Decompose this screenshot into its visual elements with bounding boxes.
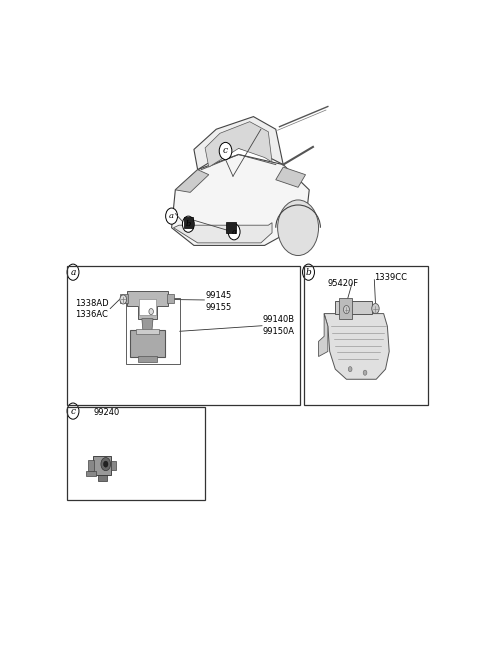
Text: 99145
99155: 99145 99155 xyxy=(205,291,231,312)
Circle shape xyxy=(120,295,127,304)
FancyBboxPatch shape xyxy=(136,329,158,334)
FancyBboxPatch shape xyxy=(98,475,107,482)
Text: a: a xyxy=(71,268,76,277)
Text: a: a xyxy=(231,228,237,236)
FancyBboxPatch shape xyxy=(183,217,193,228)
FancyBboxPatch shape xyxy=(226,222,236,233)
FancyBboxPatch shape xyxy=(86,471,96,476)
Text: b: b xyxy=(306,268,312,277)
Polygon shape xyxy=(127,291,168,319)
Circle shape xyxy=(348,367,352,372)
Text: 1339CC: 1339CC xyxy=(374,273,408,281)
Circle shape xyxy=(101,458,110,471)
FancyBboxPatch shape xyxy=(94,456,111,475)
FancyBboxPatch shape xyxy=(335,301,372,314)
Polygon shape xyxy=(276,167,305,188)
FancyBboxPatch shape xyxy=(111,461,116,470)
Text: b: b xyxy=(186,220,191,228)
FancyBboxPatch shape xyxy=(339,298,352,319)
Polygon shape xyxy=(324,314,389,379)
FancyBboxPatch shape xyxy=(139,299,156,315)
Circle shape xyxy=(67,403,79,419)
Circle shape xyxy=(104,461,108,467)
Circle shape xyxy=(372,304,379,314)
FancyBboxPatch shape xyxy=(167,295,174,304)
Circle shape xyxy=(149,308,154,315)
FancyBboxPatch shape xyxy=(120,295,128,304)
Circle shape xyxy=(344,306,349,314)
Text: c: c xyxy=(71,407,75,416)
Circle shape xyxy=(363,370,367,375)
Polygon shape xyxy=(172,155,309,245)
Circle shape xyxy=(219,142,232,159)
Circle shape xyxy=(277,200,319,255)
Circle shape xyxy=(302,264,314,280)
Text: c: c xyxy=(223,146,228,155)
Text: 99140B
99150A: 99140B 99150A xyxy=(263,316,295,336)
Polygon shape xyxy=(175,170,209,192)
Text: a: a xyxy=(169,212,174,220)
Polygon shape xyxy=(205,121,272,167)
Circle shape xyxy=(166,208,178,224)
Polygon shape xyxy=(194,117,283,170)
Text: 1338AD
1336AC: 1338AD 1336AC xyxy=(75,298,108,319)
Polygon shape xyxy=(319,314,328,357)
Polygon shape xyxy=(142,319,153,331)
Polygon shape xyxy=(173,222,272,243)
Circle shape xyxy=(228,224,240,240)
Text: 95420F: 95420F xyxy=(328,279,359,288)
FancyBboxPatch shape xyxy=(130,330,165,357)
Text: 99240: 99240 xyxy=(94,407,120,417)
Circle shape xyxy=(67,264,79,280)
FancyBboxPatch shape xyxy=(88,460,94,471)
FancyBboxPatch shape xyxy=(138,356,156,361)
Circle shape xyxy=(182,216,194,232)
